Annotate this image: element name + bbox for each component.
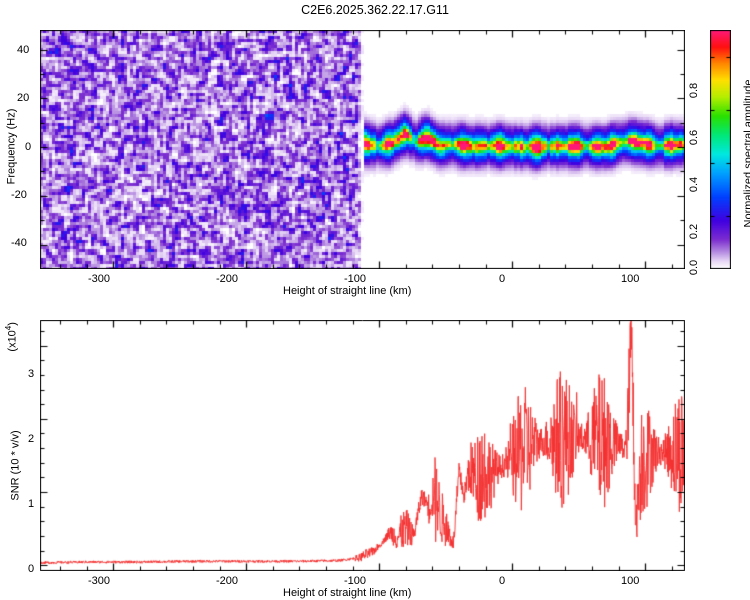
snr-ytick-label: 1 — [28, 498, 35, 510]
snr-ytick-label: 3 — [28, 368, 35, 380]
spectrogram-ytick-label: -40 — [11, 237, 27, 249]
spectrogram-ytick-label: 0 — [25, 141, 32, 153]
spectrogram-xtick-label: -100 — [344, 273, 367, 285]
snr-ytick-label: 2 — [28, 433, 35, 445]
snr-exponent-power: 4 — [3, 325, 13, 331]
snr-xtick-label: 0 — [499, 575, 506, 587]
snr-yaxis-exponent: (x104) — [3, 322, 19, 352]
spectrogram-xtick-label: -200 — [216, 273, 239, 285]
page-title: C2E6.2025.362.22.17.G11 — [301, 3, 449, 17]
snr-xtick-label: -200 — [216, 575, 239, 587]
colorbar-tick-label: 0.4 — [688, 176, 701, 193]
colorbar-tick-label: 0.2 — [688, 223, 701, 240]
spectrogram-plot — [40, 30, 685, 269]
colorbar-title: Normalized spectral amplitude — [742, 79, 750, 228]
spectrogram-xaxis-title: Height of straight line (km) — [283, 285, 412, 297]
snr-plot — [40, 320, 685, 571]
snr-xtick-label: -100 — [344, 575, 367, 587]
spectrogram-xtick-label: 100 — [621, 273, 640, 285]
spectrogram-ytick-label: -20 — [11, 189, 27, 201]
snr-xtick-label: -300 — [88, 575, 111, 587]
colorbar-tick-label: 0.0 — [688, 259, 701, 276]
snr-exponent-base: (x10 — [6, 330, 19, 352]
colorbar-tick-label: 0.8 — [688, 82, 701, 99]
snr-ytick-label: 0 — [28, 563, 35, 575]
spectrogram-yaxis-title: Frequency (Hz) — [5, 108, 18, 185]
snr-xaxis-title: Height of straight line (km) — [283, 587, 412, 599]
snr-xtick-label: 100 — [621, 575, 640, 587]
spectrogram-ytick-label: 20 — [17, 92, 30, 104]
colorbar — [710, 30, 731, 269]
spectrogram-xtick-label: -300 — [88, 273, 111, 285]
spectrogram-ytick-label: 40 — [17, 44, 30, 56]
spectrogram-xtick-label: 0 — [499, 273, 506, 285]
snr-yaxis-title: SNR (10 * v/v) — [9, 430, 22, 501]
colorbar-tick-label: 0.6 — [688, 129, 701, 146]
